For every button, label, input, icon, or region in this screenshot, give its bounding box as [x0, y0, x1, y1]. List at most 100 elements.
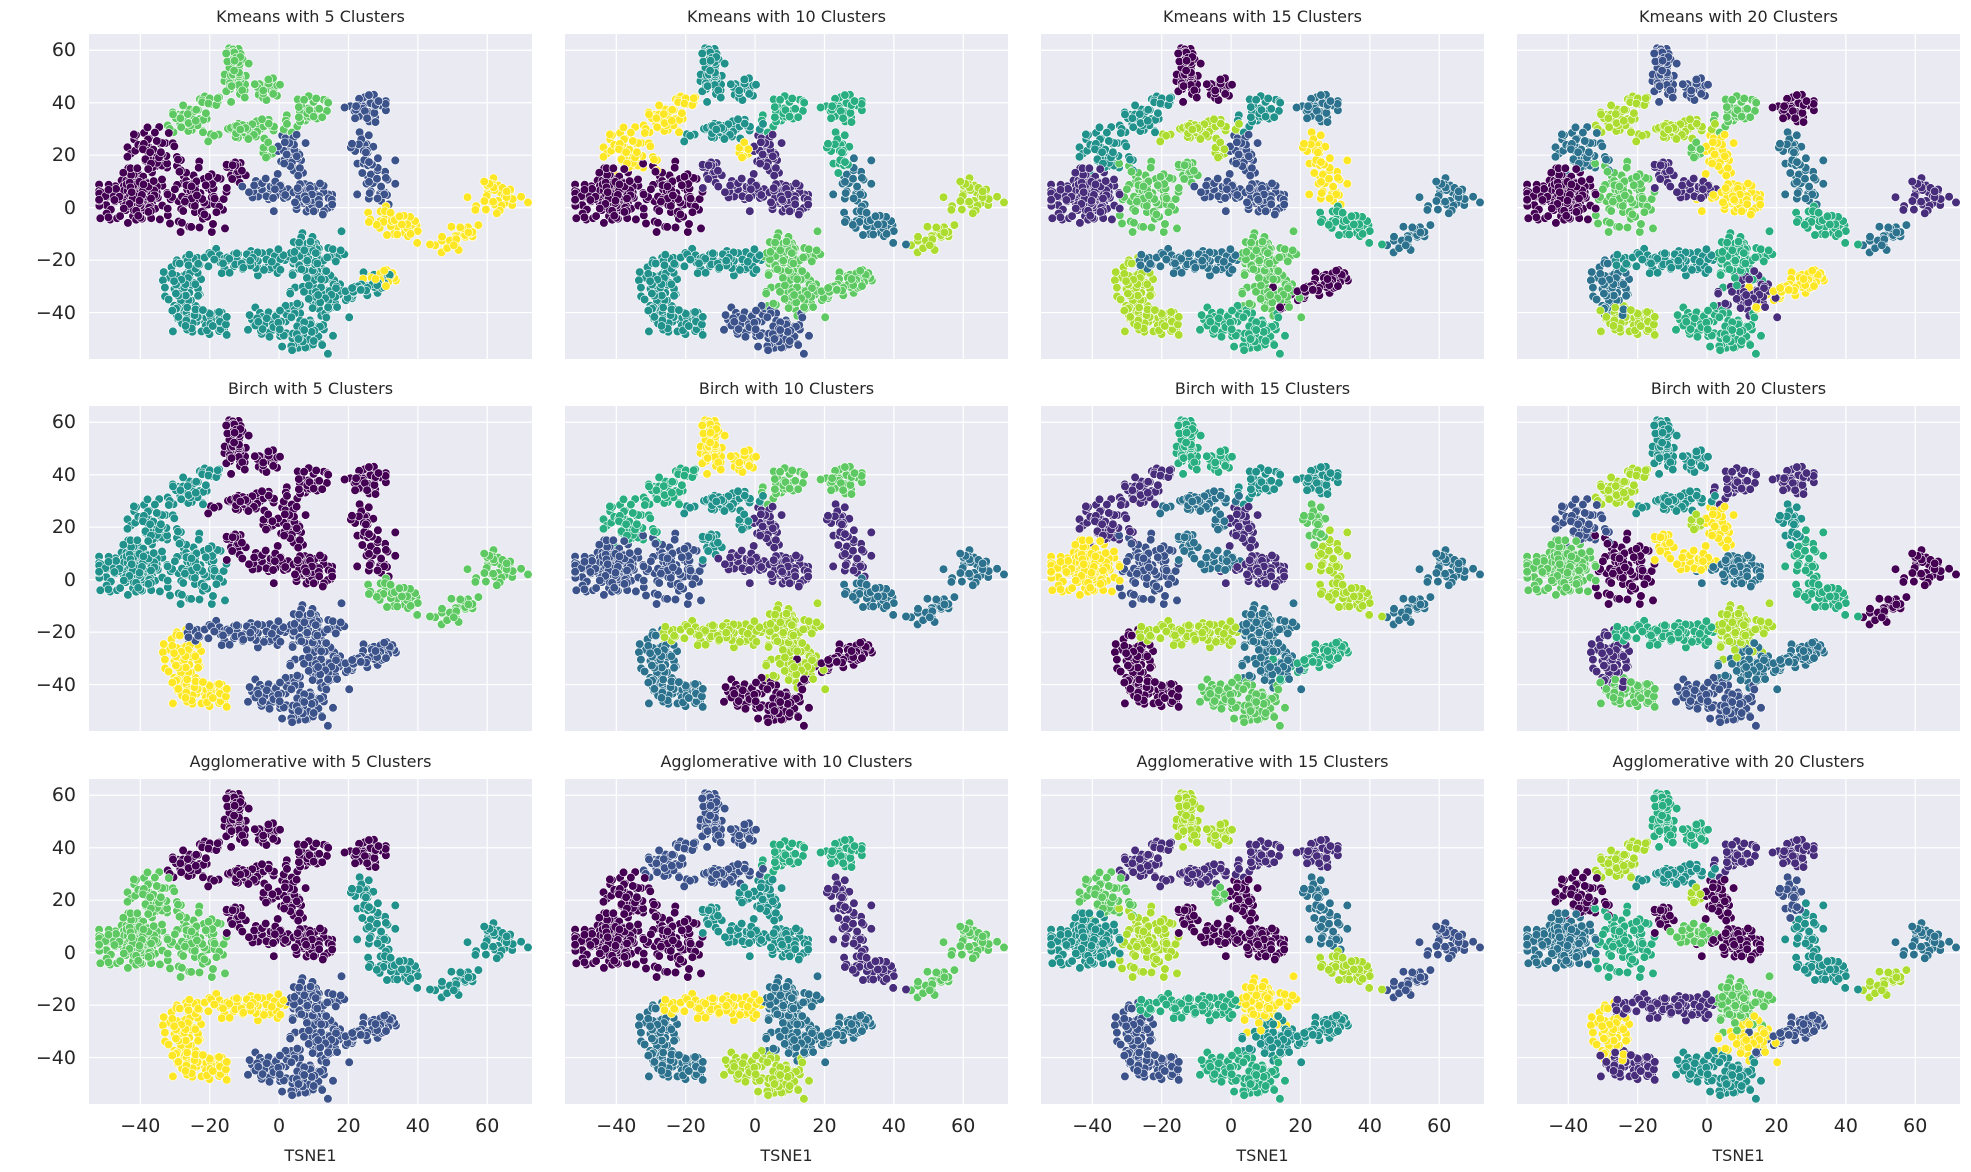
data-point-cluster-4 [307, 327, 317, 337]
data-point-cluster-2 [783, 327, 793, 337]
data-point-cluster-0 [646, 184, 656, 194]
data-point-cluster-8 [743, 144, 753, 154]
data-point-cluster-8 [397, 219, 407, 230]
data-point-cluster-7 [1119, 306, 1129, 316]
data-point-cluster-0 [143, 207, 154, 217]
data-point-cluster-4 [243, 325, 253, 335]
data-point-cluster-2 [1231, 158, 1241, 169]
data-point-cluster-0 [679, 172, 690, 182]
data-point-cluster-3 [868, 229, 878, 240]
data-point-cluster-7 [955, 196, 966, 206]
data-point-cluster-8 [372, 220, 382, 230]
data-point-cluster-5 [1261, 336, 1271, 346]
data-point-cluster-4 [706, 56, 716, 66]
data-point-cluster-1 [1114, 189, 1125, 199]
data-point-cluster-4 [278, 250, 288, 260]
data-point-cluster-4 [336, 245, 346, 255]
data-point-cluster-0 [639, 204, 649, 214]
data-point-cluster-4 [697, 319, 707, 330]
data-point-cluster-0 [1210, 85, 1220, 96]
data-point-cluster-6 [1635, 227, 1645, 237]
data-point-cluster-8 [1299, 139, 1309, 149]
data-point-cluster-0 [650, 167, 661, 177]
data-point-cluster-1 [766, 197, 776, 207]
data-point-cluster-2 [315, 178, 325, 189]
data-point-cluster-2 [292, 151, 302, 161]
data-point-cluster-2 [352, 189, 362, 199]
data-point-cluster-4 [1153, 108, 1163, 118]
data-point-cluster-3 [1211, 265, 1221, 275]
data-point-cluster-0 [186, 222, 196, 232]
data-point-cluster-7 [992, 192, 1002, 202]
data-point-cluster-5 [840, 157, 850, 167]
data-point-cluster-4 [1102, 127, 1112, 138]
data-point-cluster-5 [1280, 331, 1290, 341]
data-point-cluster-2 [1245, 171, 1255, 181]
data-point-cluster-0 [614, 179, 625, 189]
data-point-cluster-0 [1227, 80, 1237, 90]
data-point-cluster-5 [1245, 334, 1256, 344]
data-point-cluster-5 [770, 102, 780, 112]
scatter-panel: Kmeans with 20 Clusters [1517, 7, 1960, 359]
data-point-cluster-4 [659, 260, 670, 270]
data-point-cluster-7 [1174, 312, 1184, 322]
data-point-cluster-1 [756, 137, 766, 147]
data-point-cluster-2 [1196, 187, 1206, 197]
data-point-cluster-8 [645, 141, 655, 151]
data-point-cluster-6 [1127, 227, 1138, 237]
data-point-cluster-0 [211, 207, 221, 217]
data-point-cluster-6 [198, 127, 208, 137]
data-point-cluster-4 [168, 326, 178, 337]
data-point-cluster-2 [1213, 174, 1223, 184]
data-point-cluster-2 [1189, 181, 1199, 192]
data-point-cluster-6 [857, 281, 867, 291]
data-point-cluster-1 [758, 149, 768, 160]
data-point-cluster-8 [737, 152, 747, 163]
data-point-cluster-1 [1115, 204, 1125, 214]
data-point-cluster-2 [751, 306, 761, 316]
data-point-cluster-4 [224, 254, 234, 264]
data-point-cluster-0 [170, 184, 180, 194]
data-point-cluster-2 [1232, 137, 1242, 147]
data-point-cluster-4 [175, 258, 185, 269]
data-point-cluster-6 [792, 274, 802, 284]
data-point-cluster-2 [362, 113, 372, 123]
data-point-cluster-0 [579, 185, 590, 195]
data-point-cluster-8 [1325, 153, 1335, 163]
data-point-cluster-0 [119, 203, 129, 214]
data-point-cluster-0 [1299, 283, 1309, 293]
data-point-cluster-4 [1165, 93, 1175, 103]
data-point-cluster-0 [186, 181, 197, 191]
data-point-cluster-1 [1095, 164, 1105, 174]
data-point-cluster-5 [1334, 230, 1344, 240]
data-point-cluster-6 [808, 302, 818, 312]
data-point-cluster-2 [372, 174, 382, 184]
data-point-cluster-2 [1247, 163, 1257, 173]
data-point-cluster-6 [244, 58, 254, 69]
data-point-cluster-4 [198, 305, 208, 315]
data-point-cluster-8 [628, 136, 638, 146]
data-point-cluster-4 [347, 283, 357, 293]
data-point-cluster-0 [1331, 266, 1341, 276]
data-point-cluster-4 [1246, 102, 1256, 112]
data-point-cluster-3 [1184, 248, 1194, 258]
data-point-cluster-4 [1135, 109, 1145, 119]
data-point-cluster-6 [311, 93, 321, 104]
data-point-cluster-3 [1389, 232, 1399, 242]
data-point-cluster-3 [1227, 265, 1237, 275]
data-point-cluster-5 [1229, 342, 1239, 352]
data-point-cluster-5 [823, 139, 833, 149]
data-point-cluster-8 [370, 274, 381, 284]
data-point-cluster-0 [641, 218, 651, 229]
data-point-cluster-4 [758, 119, 768, 129]
data-point-cluster-0 [662, 222, 672, 232]
data-point-cluster-0 [227, 174, 237, 184]
data-point-cluster-6 [1273, 266, 1283, 276]
data-point-cluster-4 [1263, 93, 1273, 104]
data-point-cluster-3 [1325, 96, 1336, 106]
data-point-cluster-8 [1316, 157, 1326, 167]
data-point-cluster-3 [1177, 268, 1187, 278]
data-point-cluster-0 [220, 223, 230, 233]
data-point-cluster-4 [705, 65, 715, 76]
data-point-cluster-0 [570, 195, 580, 205]
